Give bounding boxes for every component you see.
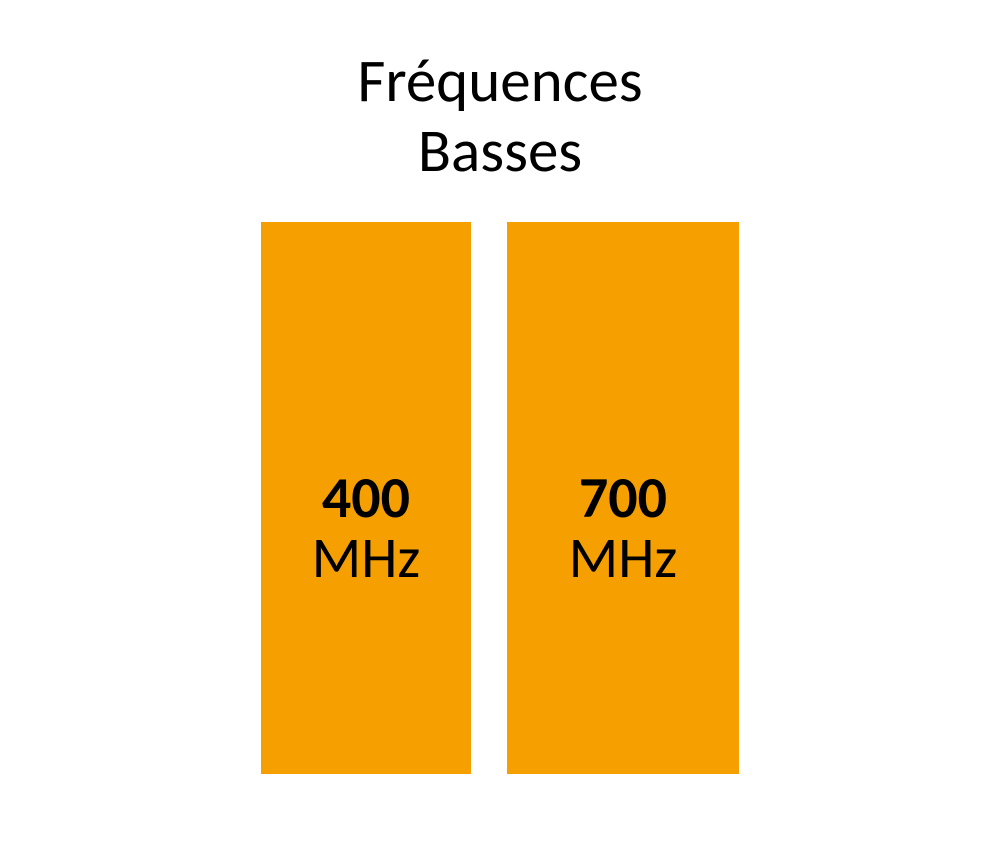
bar-1: 700MHz	[507, 222, 739, 774]
chart-title: Fréquences Basses	[0, 46, 1000, 186]
chart-title-line1: Fréquences	[0, 46, 1000, 116]
bar-unit-1: MHz	[569, 529, 678, 587]
bar-unit-0: MHz	[312, 529, 421, 587]
bar-0: 400MHz	[261, 222, 471, 774]
bar-value-1: 700	[579, 469, 667, 527]
bar-value-0: 400	[322, 469, 410, 527]
chart-title-line2: Basses	[0, 116, 1000, 186]
bars-container: 400MHz700MHz	[261, 222, 739, 774]
